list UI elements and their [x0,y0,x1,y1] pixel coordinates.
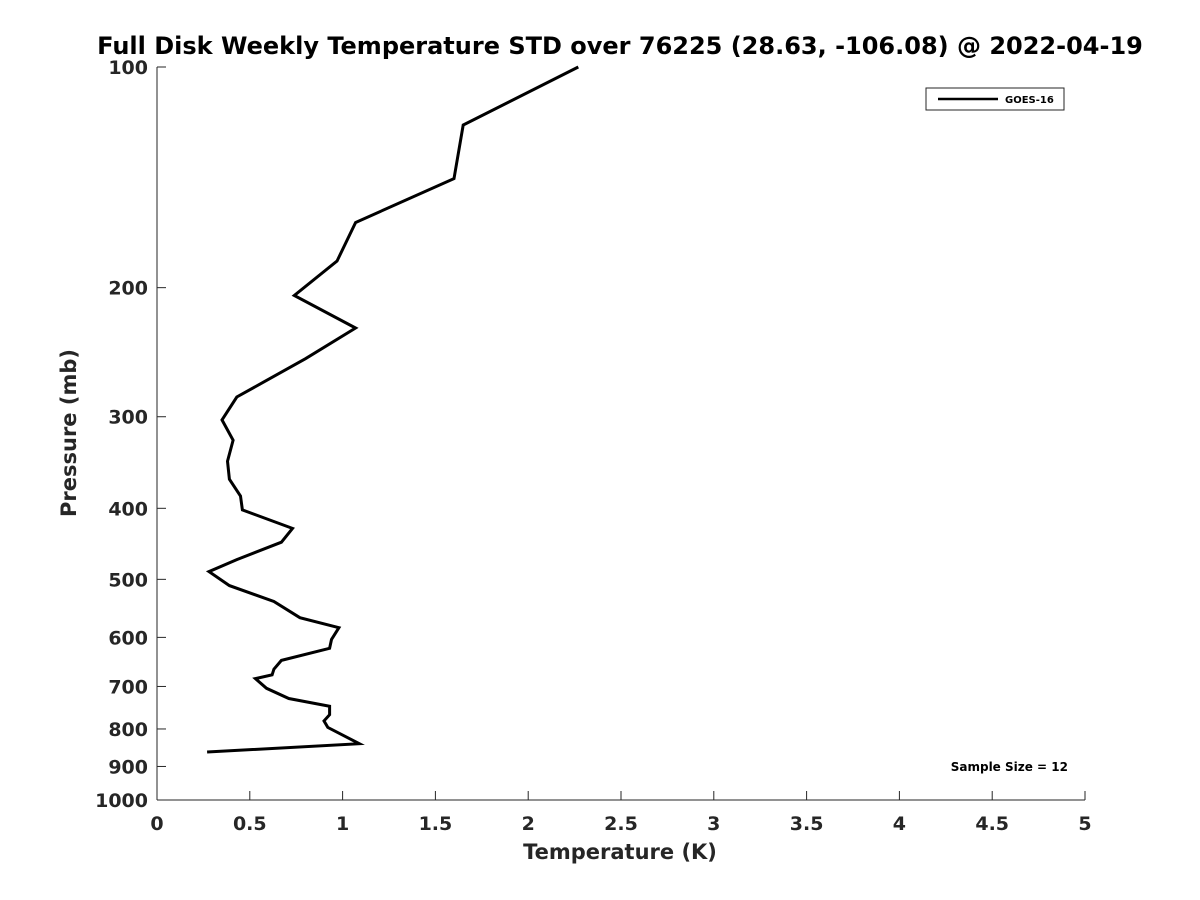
x-axis-ticks: 0 0.5 1 1.5 2 2.5 3 3.5 4 4.5 5 [150,791,1092,835]
x-axis-label: Temperature (K) [523,840,717,864]
chart-title: Full Disk Weekly Temperature STD over 76… [97,32,1143,60]
x-tick-label: 2 [522,813,535,835]
sample-size-annotation: Sample Size = 12 [951,760,1068,774]
x-tick-label: 1 [336,813,349,835]
y-tick-label: 100 [108,57,148,79]
y-tick-label: 400 [108,498,148,520]
y-tick-label: 1000 [95,790,148,812]
x-tick-label: 0 [150,813,163,835]
y-tick-label: 700 [108,676,148,698]
y-tick-label: 600 [108,627,148,649]
plot-axes [156,67,1085,801]
legend-label-goes-16: GOES-16 [1005,95,1054,106]
x-tick-label: 3.5 [790,813,824,835]
x-tick-label: 4.5 [975,813,1009,835]
x-tick-label: 3 [707,813,720,835]
legend: GOES-16 [925,87,1065,111]
y-tick-label: 200 [108,278,148,300]
series-line-goes-16 [205,65,579,754]
y-axis-label: Pressure (mb) [57,349,81,517]
y-tick-label: 500 [108,569,148,591]
y-tick-label: 900 [108,756,148,778]
y-axis-ticks: 100 200 300 400 500 600 700 800 900 1000 [95,57,166,812]
y-tick-label: 300 [108,407,148,429]
x-tick-label: 5 [1078,813,1091,835]
x-tick-label: 4 [893,813,906,835]
x-tick-label: 0.5 [233,813,267,835]
x-tick-label: 1.5 [419,813,453,835]
y-tick-label: 800 [108,719,148,741]
series-layer [205,65,579,754]
x-tick-label: 2.5 [604,813,638,835]
